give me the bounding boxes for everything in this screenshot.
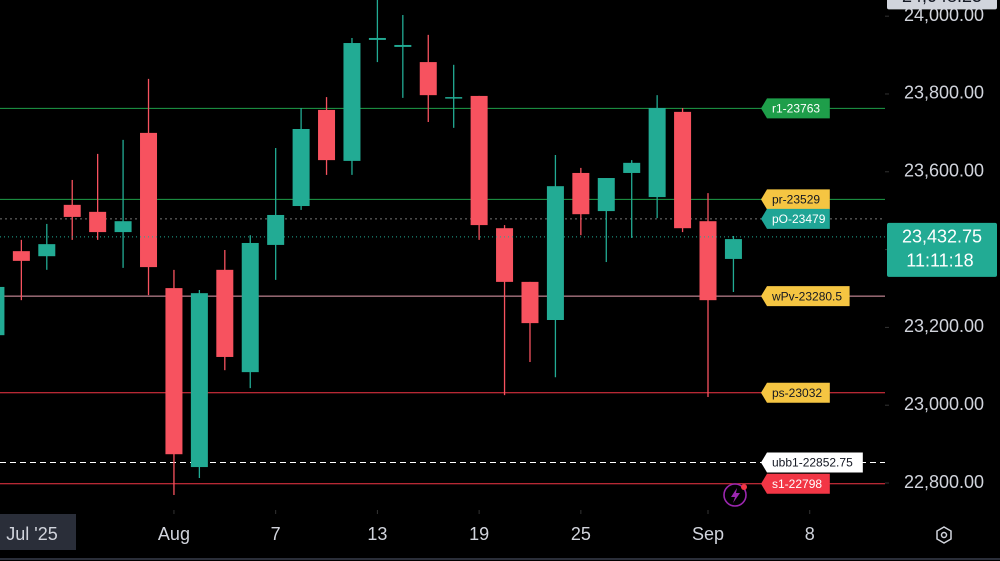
y-tick-label: 24,000.00 xyxy=(904,5,984,25)
candle-body xyxy=(724,239,742,259)
level-label: ps-23032 xyxy=(761,382,830,403)
candle-body xyxy=(318,109,336,161)
level-label-text: ubb1-22852.75 xyxy=(772,456,853,470)
candle-body xyxy=(394,44,412,47)
x-tick-label: 13 xyxy=(367,524,387,544)
y-tick-label: 23,800.00 xyxy=(904,83,984,103)
y-tick-label: 23,600.00 xyxy=(904,161,984,181)
level-label-text: pr-23529 xyxy=(772,193,820,207)
level-label: pr-23529 xyxy=(761,189,830,210)
candle-body xyxy=(38,244,56,257)
axes: 22,800.0023,000.0023,200.0023,400.0023,6… xyxy=(0,0,997,550)
x-tick-label: 7 xyxy=(271,524,281,544)
high-marker-label: 24,048.25 xyxy=(902,0,982,6)
candle-body xyxy=(63,204,81,217)
settings-icon[interactable] xyxy=(936,526,952,544)
candle-body xyxy=(292,128,310,207)
candle-body xyxy=(241,242,259,373)
candle-body xyxy=(521,281,539,324)
date-label: Jul '25 xyxy=(6,524,57,544)
candle-body xyxy=(114,221,132,233)
last-price-label: 23,432.75 xyxy=(902,227,982,247)
level-label-text: r1-23763 xyxy=(772,102,820,116)
x-tick-label: Sep xyxy=(692,524,724,544)
candle-body xyxy=(445,97,463,99)
candle-body xyxy=(343,43,361,161)
level-label-text: wPv-23280.5 xyxy=(771,289,842,303)
level-label: r1-23763 xyxy=(761,98,830,119)
candle-body xyxy=(89,211,107,233)
y-tick-label: 22,800.00 xyxy=(904,472,984,492)
candle-body xyxy=(368,37,386,40)
level-label-box xyxy=(761,473,830,494)
candle-body xyxy=(140,132,158,268)
candle-body xyxy=(572,172,590,215)
candle-body xyxy=(648,107,666,198)
x-tick-label: Aug xyxy=(158,524,190,544)
high-marker-box xyxy=(887,0,997,10)
level-label-box xyxy=(761,382,830,403)
level-label-text: pO-23479 xyxy=(772,212,826,226)
level-label-box xyxy=(761,98,830,119)
level-label-box xyxy=(761,452,863,473)
x-tick-label: 8 xyxy=(805,524,815,544)
y-tick-label: 23,000.00 xyxy=(904,394,984,414)
candle-body xyxy=(470,95,488,226)
candle-body xyxy=(216,269,234,357)
level-label-box xyxy=(761,189,830,210)
candle-body xyxy=(419,62,437,96)
level-label-text: ps-23032 xyxy=(772,386,822,400)
candle-body xyxy=(623,162,641,173)
level-label-text: s1-22798 xyxy=(772,477,822,491)
candle-body xyxy=(267,214,285,245)
candle-body xyxy=(496,228,514,282)
date-label-box xyxy=(0,514,76,550)
level-label: wPv-23280.5 xyxy=(761,286,850,307)
last-price-box xyxy=(887,222,997,277)
alert-icon[interactable] xyxy=(723,483,747,507)
x-tick-label: 19 xyxy=(469,524,489,544)
x-tick-label: 25 xyxy=(571,524,591,544)
y-tick-label: 23,200.00 xyxy=(904,316,984,336)
candle-body xyxy=(12,251,30,261)
plot-area xyxy=(0,0,885,496)
candle-body xyxy=(699,221,717,301)
candle-body xyxy=(546,186,564,321)
candle-body xyxy=(597,178,615,212)
level-label: ubb1-22852.75 xyxy=(761,452,863,473)
level-label-box xyxy=(761,286,850,307)
candle-body xyxy=(674,111,692,229)
candle-body xyxy=(165,288,183,455)
candle-body xyxy=(190,293,208,468)
countdown-label: 11:11:18 xyxy=(906,251,973,271)
level-label: pO-23479 xyxy=(761,208,830,229)
level-label: s1-22798 xyxy=(761,473,830,494)
candle-body xyxy=(0,286,5,336)
level-label-box xyxy=(761,208,830,229)
